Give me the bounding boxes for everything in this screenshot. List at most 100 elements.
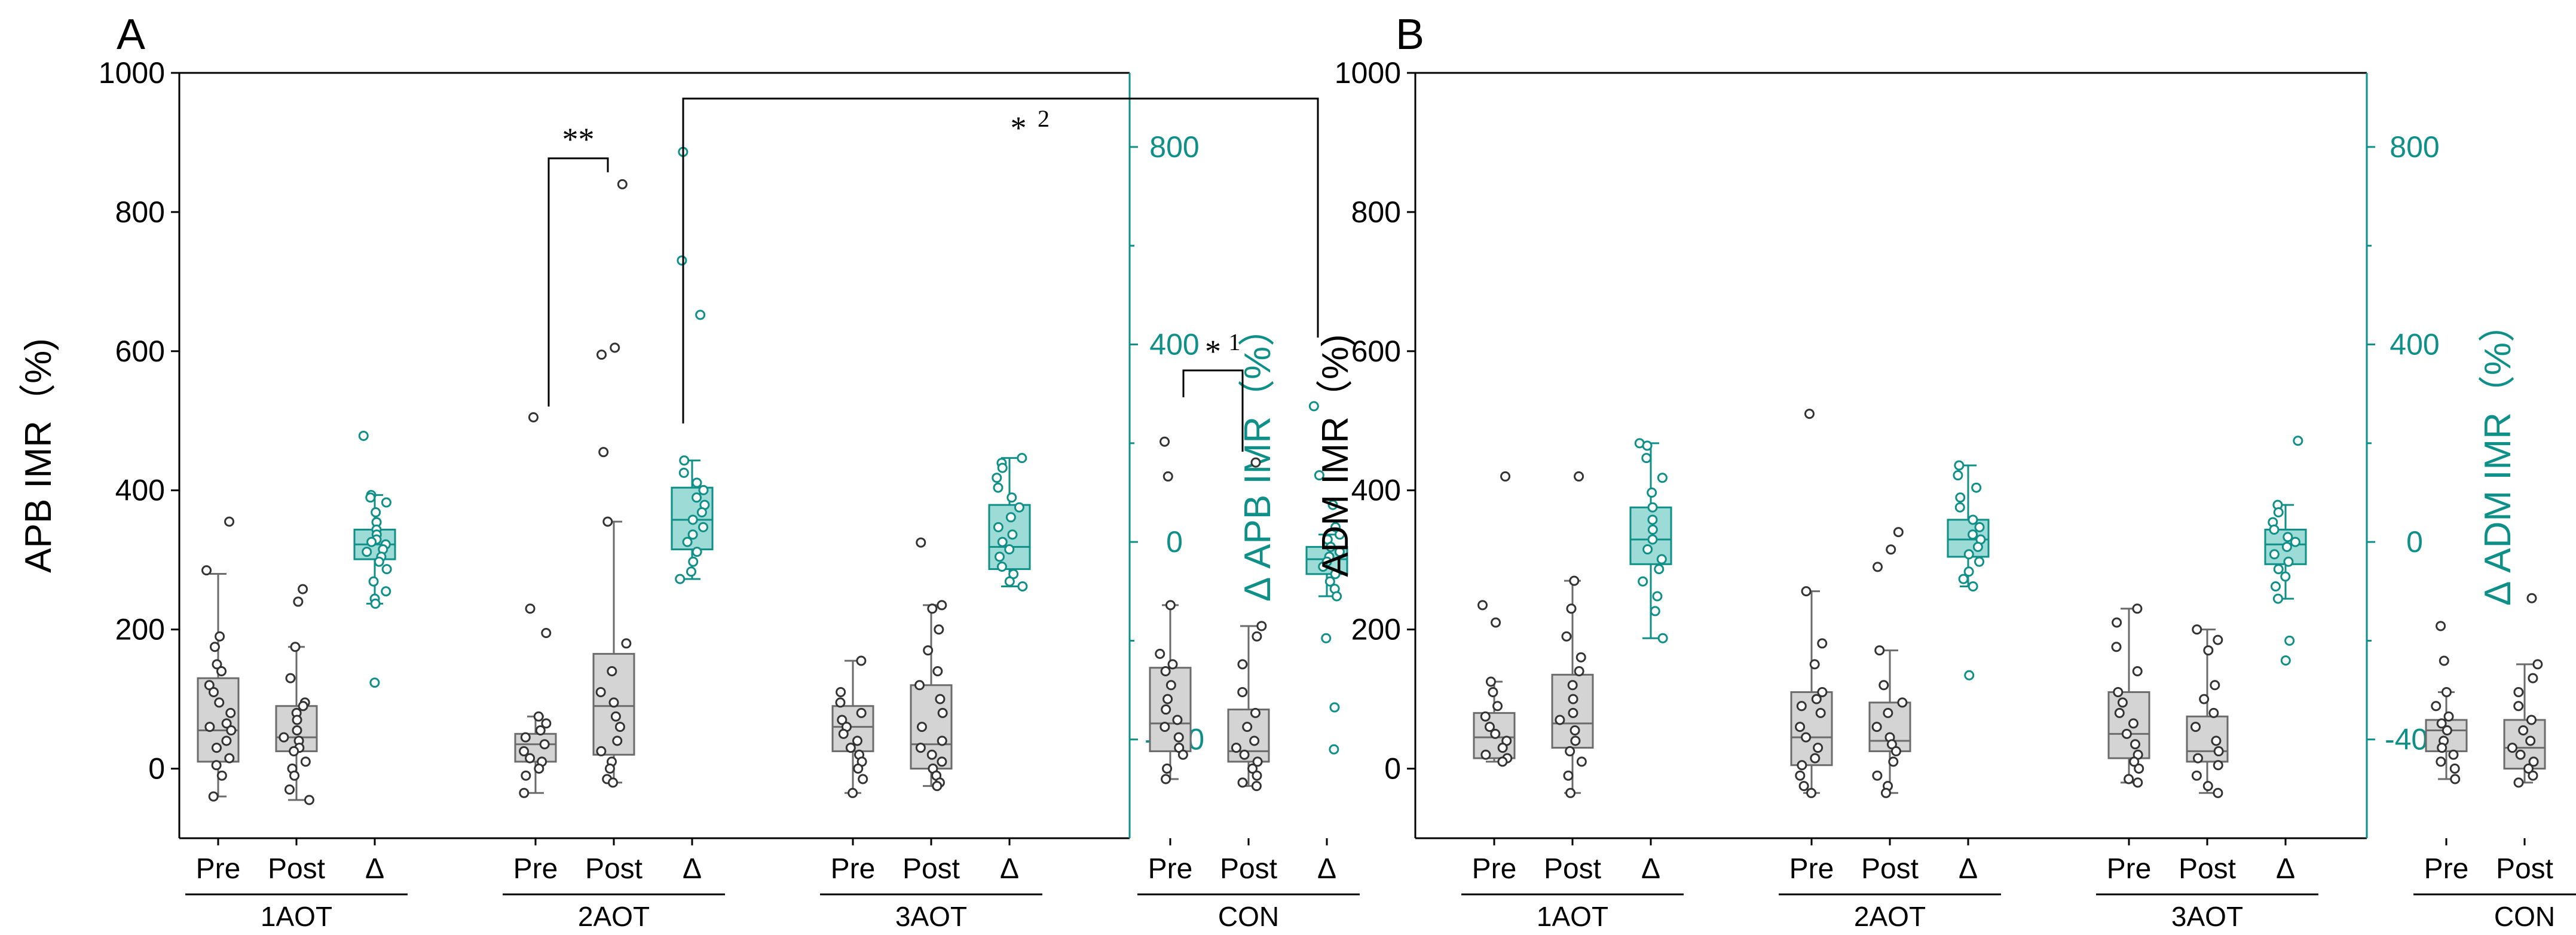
data-point xyxy=(1647,524,1658,535)
data-point xyxy=(2132,666,2143,677)
data-point xyxy=(1561,631,1572,642)
data-point xyxy=(1813,743,1824,753)
box-3AOT-post xyxy=(910,537,953,792)
data-point xyxy=(2513,701,2524,712)
data-point xyxy=(845,743,856,753)
data-point xyxy=(1160,666,1171,677)
data-point xyxy=(1308,401,1319,412)
data-point xyxy=(1872,770,1883,781)
data-point xyxy=(2528,756,2539,767)
data-point xyxy=(1177,749,1188,760)
box-3AOT-pre xyxy=(2107,603,2150,788)
data-point xyxy=(1801,586,1812,597)
y-right-tick-label: 800 xyxy=(2390,130,2439,164)
data-point xyxy=(602,516,613,527)
data-point xyxy=(2515,749,2526,760)
data-point xyxy=(926,749,937,760)
data-point xyxy=(1017,581,1028,592)
data-point xyxy=(1491,617,1501,628)
data-point xyxy=(937,707,948,718)
data-point xyxy=(211,743,222,753)
data-point xyxy=(2290,537,2300,547)
data-point xyxy=(2532,659,2543,670)
data-point xyxy=(1017,453,1027,464)
data-point xyxy=(692,477,702,488)
data-point xyxy=(1954,460,1965,471)
data-point xyxy=(1485,676,1496,687)
data-point xyxy=(1252,756,1263,767)
data-point xyxy=(2210,680,2220,691)
data-point xyxy=(937,600,947,611)
data-point xyxy=(598,447,609,458)
data-point xyxy=(2130,739,2141,750)
data-point xyxy=(528,412,539,422)
data-point xyxy=(215,631,225,642)
data-point xyxy=(1247,764,1258,774)
data-point xyxy=(1963,549,1974,560)
box-2AOT-pre xyxy=(514,412,557,798)
data-point xyxy=(1490,728,1501,739)
data-point xyxy=(1321,633,1332,643)
box-1AOT-pre xyxy=(1473,471,1516,767)
data-point xyxy=(1565,787,1576,798)
y-tick-label: 800 xyxy=(115,195,165,229)
data-point xyxy=(201,565,212,576)
box-3AOT-delta xyxy=(2264,436,2307,666)
group-label: 2AOT xyxy=(1854,901,1926,932)
data-point xyxy=(362,547,372,557)
data-point xyxy=(2132,603,2143,614)
x-sub-label: Pre xyxy=(513,853,558,885)
data-point xyxy=(1657,473,1668,483)
data-point xyxy=(1647,502,1658,513)
data-point xyxy=(2133,777,2143,788)
data-point xyxy=(1327,499,1338,510)
x-sub-label: Δ xyxy=(1641,853,1660,885)
significance-star: ** xyxy=(562,121,595,157)
data-point xyxy=(1575,652,1586,663)
data-point xyxy=(1250,457,1261,468)
box-2AOT-pre xyxy=(1790,409,1833,798)
x-sub-label: Post xyxy=(585,853,643,885)
data-point xyxy=(1242,722,1253,732)
y-axis-label: APB IMR（%) xyxy=(18,338,59,573)
y-right-tick-label: 400 xyxy=(2390,328,2439,361)
data-point xyxy=(621,638,632,649)
data-point xyxy=(2526,715,2537,725)
y-tick-label: 200 xyxy=(115,613,165,646)
data-point xyxy=(216,770,227,781)
data-point xyxy=(1006,492,1017,503)
data-point xyxy=(1570,735,1581,746)
data-point xyxy=(1014,502,1024,513)
data-point xyxy=(1964,670,1975,680)
data-point xyxy=(2528,673,2538,683)
data-point xyxy=(2448,749,2459,760)
data-point xyxy=(1657,633,1668,643)
data-point xyxy=(290,642,301,652)
box-CON-delta xyxy=(1305,401,1348,755)
data-point xyxy=(292,715,302,725)
panel-label: A xyxy=(117,11,145,59)
data-point xyxy=(204,680,215,691)
x-sub-label: Pre xyxy=(2107,853,2152,885)
data-point xyxy=(1968,581,1978,592)
data-point xyxy=(914,680,925,691)
data-point xyxy=(2281,541,2292,552)
data-point xyxy=(695,309,706,320)
data-point xyxy=(687,529,698,540)
data-point xyxy=(610,342,620,353)
x-sub-label: Post xyxy=(902,853,960,885)
data-point xyxy=(2190,722,2201,732)
data-point xyxy=(1817,638,1828,649)
data-point xyxy=(1888,756,1899,767)
data-point xyxy=(686,566,697,577)
data-point xyxy=(856,655,867,666)
data-point xyxy=(1890,746,1901,756)
data-point xyxy=(204,722,215,732)
data-point xyxy=(214,697,225,708)
data-point xyxy=(2191,770,2202,781)
data-point xyxy=(915,743,926,753)
data-point xyxy=(1563,770,1574,781)
data-point xyxy=(1329,702,1340,713)
data-point xyxy=(997,537,1008,547)
